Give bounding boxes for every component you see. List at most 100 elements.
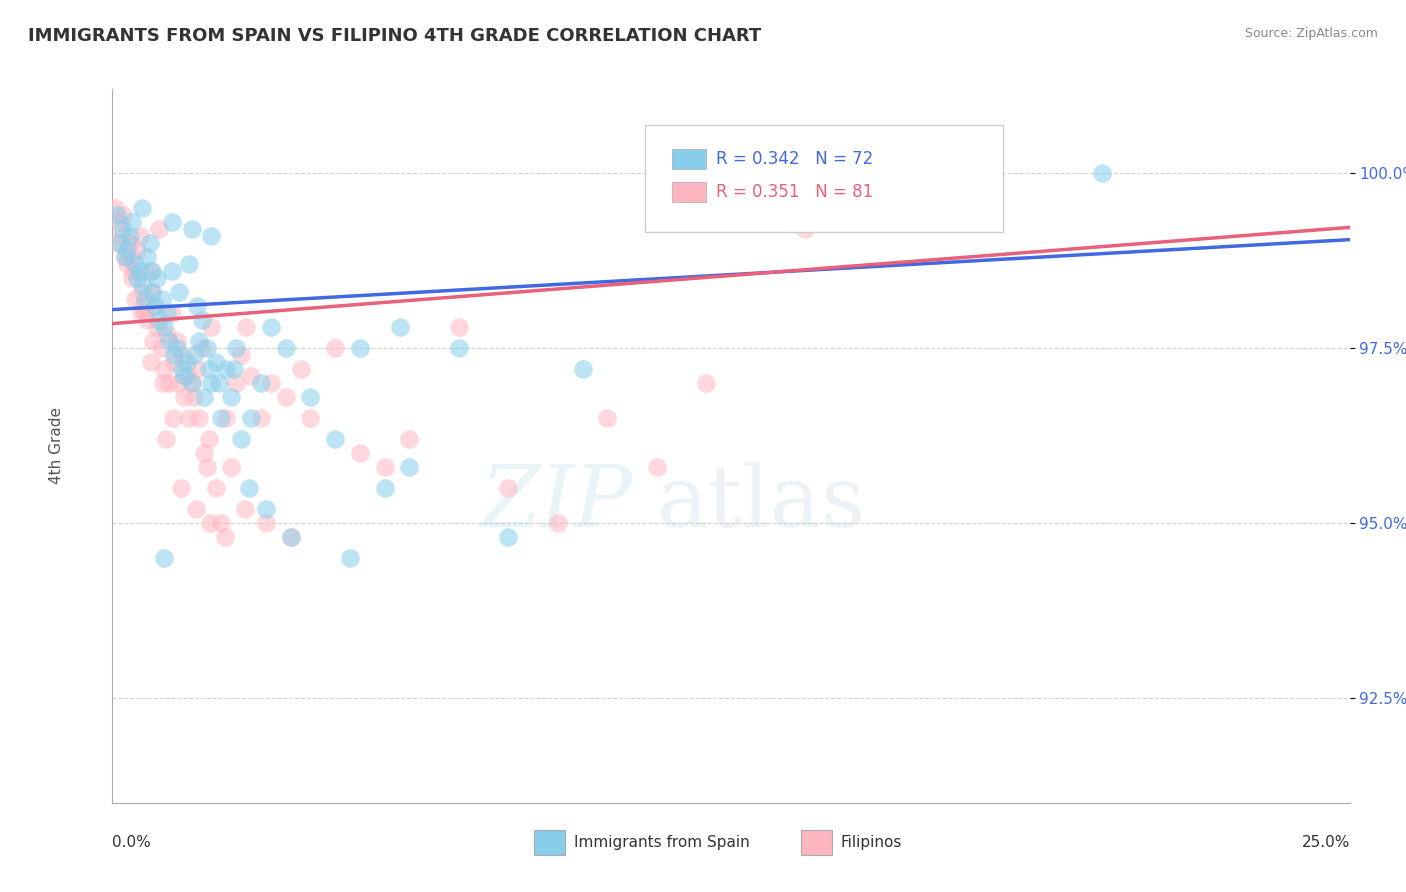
Point <box>219 390 242 404</box>
Point <box>117 243 139 257</box>
Point <box>547 516 569 530</box>
Point <box>173 369 195 384</box>
Point <box>114 250 136 264</box>
Point <box>183 348 205 362</box>
Point <box>260 320 283 334</box>
Point <box>169 376 191 390</box>
FancyBboxPatch shape <box>672 182 706 202</box>
Point <box>111 229 134 244</box>
Point <box>184 502 207 516</box>
Point <box>127 271 149 285</box>
Point <box>111 222 134 236</box>
Point <box>148 222 170 236</box>
Point <box>139 355 162 369</box>
Point <box>205 481 228 495</box>
Point <box>596 411 619 425</box>
Point <box>794 166 817 180</box>
Point <box>141 264 163 278</box>
Point <box>166 334 188 348</box>
Point <box>339 550 361 565</box>
Point <box>131 278 153 293</box>
Point <box>195 341 218 355</box>
Point <box>176 369 198 384</box>
Point <box>155 432 177 446</box>
Text: Filipinos: Filipinos <box>841 835 903 849</box>
Point <box>215 362 238 376</box>
Point <box>176 355 198 369</box>
Point <box>118 229 141 244</box>
Point <box>290 362 312 376</box>
Point <box>160 306 183 320</box>
Point <box>209 411 232 425</box>
Point <box>323 432 346 446</box>
Point <box>238 481 260 495</box>
Point <box>143 299 166 313</box>
Point <box>183 390 205 404</box>
Point <box>209 516 232 530</box>
FancyBboxPatch shape <box>644 125 1004 232</box>
Point <box>225 376 247 390</box>
Point <box>132 299 155 313</box>
Point <box>157 334 180 348</box>
Point <box>153 550 176 565</box>
Point <box>127 243 149 257</box>
Point <box>299 411 322 425</box>
Point <box>374 460 396 475</box>
Point <box>163 348 186 362</box>
Point <box>250 411 273 425</box>
Point <box>274 341 297 355</box>
Point <box>200 376 222 390</box>
Point <box>200 516 222 530</box>
Point <box>447 341 470 355</box>
Point <box>146 271 169 285</box>
FancyBboxPatch shape <box>672 149 706 169</box>
Point <box>136 250 159 264</box>
Point <box>107 208 129 222</box>
Point <box>215 411 238 425</box>
Text: 0.0%: 0.0% <box>112 836 152 850</box>
Point <box>186 299 208 313</box>
Point <box>134 306 156 320</box>
Point <box>156 327 179 342</box>
Point <box>398 460 420 475</box>
Point <box>131 201 153 215</box>
Point <box>118 236 141 251</box>
Point <box>188 411 211 425</box>
Point <box>195 460 218 475</box>
Point <box>107 236 129 251</box>
Point <box>179 411 201 425</box>
Point <box>153 320 176 334</box>
Point <box>498 481 520 495</box>
Point <box>231 348 253 362</box>
Point <box>240 369 263 384</box>
Point <box>695 376 717 390</box>
Point <box>323 341 346 355</box>
Point <box>141 285 163 299</box>
Point <box>398 432 420 446</box>
Point <box>190 341 212 355</box>
Point <box>200 229 222 244</box>
Point <box>180 222 202 236</box>
Point <box>170 481 193 495</box>
Point <box>169 285 191 299</box>
Text: R = 0.351   N = 81: R = 0.351 N = 81 <box>716 183 873 201</box>
Point <box>152 376 174 390</box>
Point <box>299 390 322 404</box>
Point <box>280 530 302 544</box>
Point <box>186 362 208 376</box>
Point <box>157 376 180 390</box>
Point <box>280 530 302 544</box>
Point <box>235 320 257 334</box>
Point <box>498 530 520 544</box>
Point <box>180 376 202 390</box>
Text: IMMIGRANTS FROM SPAIN VS FILIPINO 4TH GRADE CORRELATION CHART: IMMIGRANTS FROM SPAIN VS FILIPINO 4TH GR… <box>28 27 762 45</box>
Point <box>200 320 222 334</box>
Point <box>146 320 169 334</box>
Point <box>120 250 142 264</box>
Point <box>233 502 256 516</box>
Point <box>254 502 277 516</box>
Point <box>222 362 245 376</box>
Point <box>112 208 135 222</box>
Point <box>128 229 150 244</box>
Point <box>214 530 236 544</box>
